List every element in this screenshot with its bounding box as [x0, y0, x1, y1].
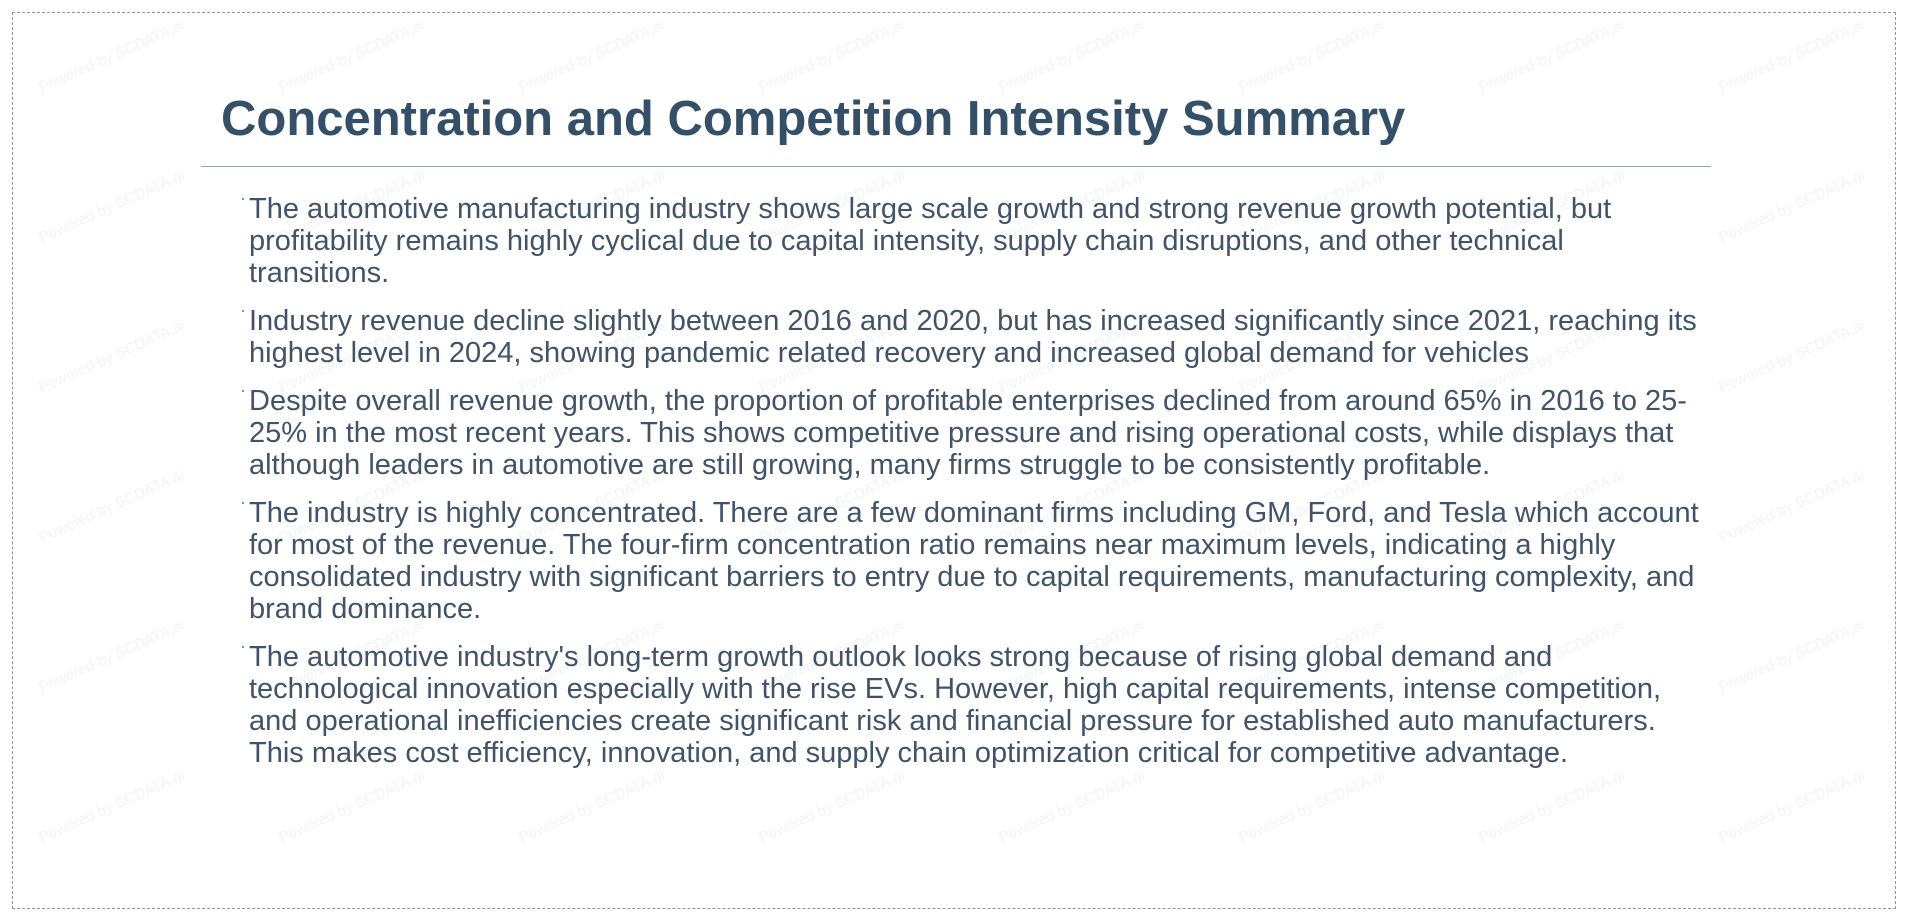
bullet-dot-icon: [242, 502, 244, 504]
summary-bullet-text: The automotive manufacturing industry sh…: [249, 193, 1612, 289]
summary-bullet-3: Despite overall revenue growth, the prop…: [242, 385, 1709, 481]
watermark-text: Powered by SCDATA.ai: [36, 616, 188, 697]
slide-frame: Powered by SCDATA.ai Powered by SCDATA.ai…: [12, 12, 1896, 909]
watermark-text: Powered by SCDATA.ai: [996, 16, 1148, 97]
title-divider: [201, 166, 1711, 167]
summary-bullet-4: The industry is highly concentrated. The…: [242, 497, 1709, 625]
watermark-text: Powered by SCDATA.ai: [36, 166, 188, 247]
watermark-text: Powered by SCDATA.ai: [1716, 316, 1868, 397]
summary-bullet-5: The automotive industry's long-term grow…: [242, 641, 1709, 769]
watermark-text: Powered by SCDATA.ai: [516, 16, 668, 97]
summary-bullet-text: The automotive industry's long-term grow…: [249, 641, 1662, 769]
summary-bullet-1: The automotive manufacturing industry sh…: [242, 193, 1709, 289]
watermark-text: Powered by SCDATA.ai: [1716, 16, 1868, 97]
watermark-text: Powered by SCDATA.ai: [1476, 16, 1628, 97]
bullet-dot-icon: [242, 198, 244, 200]
watermark-text: Powered by SCDATA.ai: [1716, 466, 1868, 547]
watermark-text: Powered by SCDATA.ai: [36, 316, 188, 397]
summary-bullet-text: Despite overall revenue growth, the prop…: [249, 385, 1687, 481]
watermark-text: Powered by SCDATA.ai: [1716, 166, 1868, 247]
summary-bullet-2: Industry revenue decline slightly betwee…: [242, 305, 1709, 369]
bullet-dot-icon: [242, 646, 244, 648]
watermark-text: Powered by SCDATA.ai: [1236, 16, 1388, 97]
summary-bullet-text: The industry is highly concentrated. The…: [249, 497, 1699, 625]
summary-bullet-text: Industry revenue decline slightly betwee…: [249, 305, 1697, 369]
bullet-dot-icon: [242, 390, 244, 392]
watermark-text: Powered by SCDATA.ai: [1716, 616, 1868, 697]
watermark-text: Powered by SCDATA.ai: [276, 16, 428, 97]
summary-bullet-list: The automotive manufacturing industry sh…: [242, 193, 1709, 785]
bullet-dot-icon: [242, 310, 244, 312]
watermark-text: Powered by SCDATA.ai: [36, 466, 188, 547]
watermark-text: Powered by SCDATA.ai: [756, 16, 908, 97]
watermark-text: Powered by SCDATA.ai: [36, 766, 188, 847]
watermark-text: Powered by SCDATA.ai: [1716, 766, 1868, 847]
page-title: Concentration and Competition Intensity …: [221, 92, 1406, 146]
watermark-text: Powered by SCDATA.ai: [36, 16, 188, 97]
